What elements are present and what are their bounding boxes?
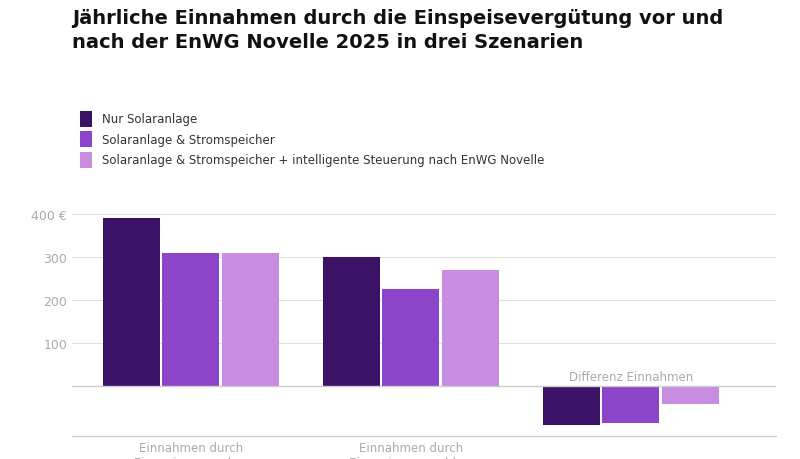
Text: Differenz Einnahmen: Differenz Einnahmen [569,370,693,383]
Bar [323,257,380,386]
Text: Jährliche Einnahmen durch die Einspeisevergütung vor und
nach der EnWG Novelle 2: Jährliche Einnahmen durch die Einspeisev… [72,9,723,51]
Text: Solaranlage & Stromspeicher + intelligente Steuerung nach EnWG Novelle: Solaranlage & Stromspeicher + intelligen… [102,154,544,167]
Bar [102,219,160,386]
Bar [602,386,659,423]
Text: Solaranlage & Stromspeicher: Solaranlage & Stromspeicher [102,134,274,146]
Bar [162,253,219,386]
Bar [382,290,439,386]
Bar [442,270,499,386]
Bar [662,386,718,404]
Bar [542,386,600,425]
Text: Nur Solaranlage: Nur Solaranlage [102,113,198,126]
Bar [222,253,279,386]
